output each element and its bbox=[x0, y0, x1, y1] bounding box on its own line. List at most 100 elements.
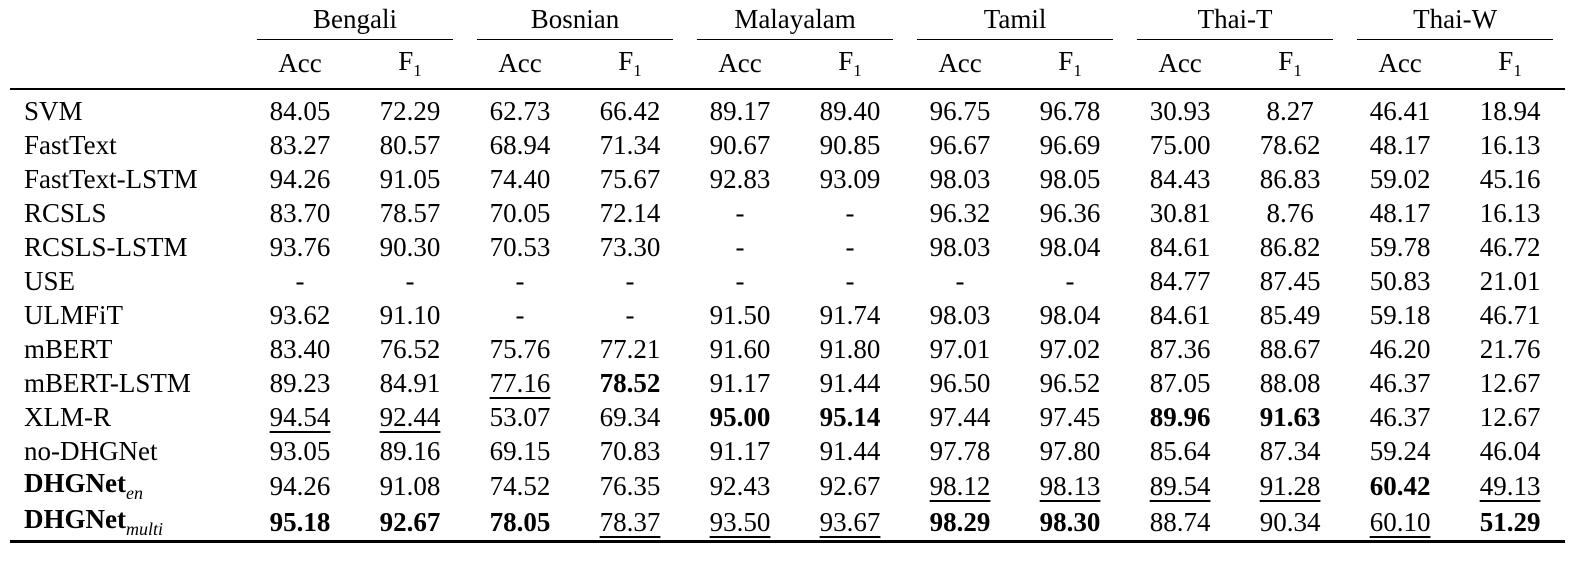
score-value: 98.04 bbox=[1039, 299, 1101, 330]
score-value: 91.80 bbox=[819, 333, 881, 364]
score-value: 90.67 bbox=[709, 129, 771, 160]
score-value: 77.21 bbox=[599, 333, 661, 364]
score-cell: 96.32 bbox=[905, 196, 1015, 230]
score-value: 98.04 bbox=[1039, 231, 1101, 262]
method-name: DHGNet bbox=[24, 504, 126, 534]
score-cell: 83.27 bbox=[245, 128, 355, 162]
score-value: 93.09 bbox=[819, 163, 881, 194]
score-cell: 84.05 bbox=[245, 89, 355, 128]
score-cell: 85.49 bbox=[1235, 298, 1345, 332]
score-value: 98.29 bbox=[929, 506, 991, 537]
score-cell: 96.75 bbox=[905, 89, 1015, 128]
score-cell: 95.00 bbox=[685, 400, 795, 434]
method-name: mBERT bbox=[24, 333, 113, 364]
score-cell: 98.12 bbox=[905, 468, 1015, 504]
score-value: - bbox=[515, 265, 525, 296]
score-value: 12.67 bbox=[1479, 401, 1541, 432]
score-value: 86.83 bbox=[1259, 163, 1321, 194]
score-value: 78.52 bbox=[599, 367, 661, 398]
table-row: DHGNetmulti 95.18 92.67 78.05 78.37 93.50 93.6… bbox=[10, 504, 1566, 542]
table-row: SVM 84.05 72.29 62.73 66.42 89.17 89.40 96.75 96… bbox=[10, 89, 1565, 128]
metric-f1-base: F bbox=[618, 45, 634, 76]
score-value: 8.27 bbox=[1266, 95, 1314, 126]
score-value: 89.40 bbox=[819, 95, 881, 126]
score-cell: - bbox=[685, 264, 795, 298]
score-cell: 75.76 bbox=[465, 332, 575, 366]
method-name: FastText bbox=[24, 129, 117, 160]
score-cell: 46.20 bbox=[1345, 332, 1455, 366]
score-value: 8.76 bbox=[1266, 197, 1314, 228]
method-name-cell: SVM bbox=[10, 89, 245, 128]
score-value: 89.54 bbox=[1149, 470, 1211, 501]
score-value: 78.37 bbox=[599, 506, 661, 537]
language-header-malayalam: Malayalam bbox=[685, 0, 905, 40]
score-value: 91.17 bbox=[709, 435, 771, 466]
score-cell: 91.05 bbox=[355, 162, 465, 196]
score-value: 46.04 bbox=[1479, 435, 1541, 466]
score-value: 72.29 bbox=[379, 95, 441, 126]
score-value: 98.05 bbox=[1039, 163, 1101, 194]
score-cell: 86.82 bbox=[1235, 230, 1345, 264]
score-value: 97.44 bbox=[929, 401, 991, 432]
score-cell: 96.52 bbox=[1015, 366, 1125, 400]
method-name-cell: XLM-R bbox=[10, 400, 245, 434]
score-cell: 96.50 bbox=[905, 366, 1015, 400]
score-value: 68.94 bbox=[489, 129, 551, 160]
score-value: 53.07 bbox=[489, 401, 551, 432]
score-cell: 89.16 bbox=[355, 434, 465, 468]
score-cell: 78.52 bbox=[575, 366, 685, 400]
score-value: 94.26 bbox=[269, 470, 331, 501]
score-cell: 72.14 bbox=[575, 196, 685, 230]
score-cell: 48.17 bbox=[1345, 196, 1455, 230]
score-value: 75.76 bbox=[489, 333, 551, 364]
score-value: - bbox=[735, 265, 745, 296]
score-cell: 62.73 bbox=[465, 89, 575, 128]
score-value: 96.52 bbox=[1039, 367, 1101, 398]
score-cell: 73.30 bbox=[575, 230, 685, 264]
score-value: 93.05 bbox=[269, 435, 331, 466]
score-value: 84.05 bbox=[269, 95, 331, 126]
score-cell: 92.83 bbox=[685, 162, 795, 196]
language-header-thai-w: Thai-W bbox=[1345, 0, 1565, 40]
score-value: 84.43 bbox=[1149, 163, 1211, 194]
score-cell: 87.34 bbox=[1235, 434, 1345, 468]
score-cell: 93.76 bbox=[245, 230, 355, 264]
score-value: 91.28 bbox=[1259, 470, 1321, 501]
score-cell: 98.13 bbox=[1015, 468, 1125, 504]
metric-f1-subscript: 1 bbox=[413, 60, 422, 80]
score-cell: 92.67 bbox=[355, 504, 465, 542]
score-value: 91.05 bbox=[379, 163, 441, 194]
score-cell: 70.83 bbox=[575, 434, 685, 468]
score-cell: 70.05 bbox=[465, 196, 575, 230]
score-cell: 30.81 bbox=[1125, 196, 1235, 230]
score-value: 94.54 bbox=[269, 401, 331, 432]
score-cell: 98.04 bbox=[1015, 298, 1125, 332]
score-value: 92.83 bbox=[709, 163, 771, 194]
score-value: 87.36 bbox=[1149, 333, 1211, 364]
score-cell: 51.29 bbox=[1455, 504, 1565, 542]
score-cell: 87.36 bbox=[1125, 332, 1235, 366]
score-value: 69.34 bbox=[599, 401, 661, 432]
score-value: 12.67 bbox=[1479, 367, 1541, 398]
score-cell: - bbox=[795, 230, 905, 264]
method-name: DHGNet bbox=[24, 468, 126, 498]
language-header-bengali: Bengali bbox=[245, 0, 465, 40]
score-value: 93.62 bbox=[269, 299, 331, 330]
score-value: - bbox=[845, 265, 855, 296]
score-cell: 98.04 bbox=[1015, 230, 1125, 264]
score-value: 76.35 bbox=[599, 470, 661, 501]
method-name-cell: RCSLS bbox=[10, 196, 245, 230]
score-cell: 91.44 bbox=[795, 366, 905, 400]
score-cell: 88.67 bbox=[1235, 332, 1345, 366]
score-cell: 91.50 bbox=[685, 298, 795, 332]
score-cell: 78.05 bbox=[465, 504, 575, 542]
score-value: 87.34 bbox=[1259, 435, 1321, 466]
score-cell: 93.67 bbox=[795, 504, 905, 542]
score-value: 30.93 bbox=[1149, 95, 1211, 126]
score-value: 16.13 bbox=[1479, 129, 1541, 160]
score-cell: 97.44 bbox=[905, 400, 1015, 434]
score-value: - bbox=[625, 299, 635, 330]
score-value: 16.13 bbox=[1479, 197, 1541, 228]
score-cell: 46.72 bbox=[1455, 230, 1565, 264]
